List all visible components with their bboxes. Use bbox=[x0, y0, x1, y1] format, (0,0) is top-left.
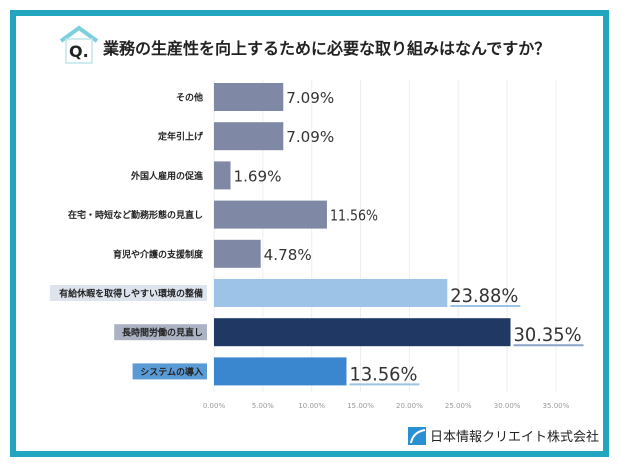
x-tick-label: 15.00% bbox=[347, 402, 374, 410]
category-label: 有給休暇を取得しやすい環境の整備 bbox=[59, 288, 203, 300]
bar bbox=[214, 161, 231, 190]
data-label: 4.78% bbox=[264, 246, 312, 264]
category-label: 定年引上げ bbox=[157, 131, 204, 143]
category-label: システムの導入 bbox=[140, 366, 203, 378]
category-label-bg bbox=[49, 285, 207, 301]
bar bbox=[214, 318, 511, 347]
house-q-icon: Q. bbox=[59, 25, 99, 64]
data-label: 1.69% bbox=[234, 167, 282, 185]
data-label: 7.09% bbox=[286, 89, 334, 107]
x-tick-label: 0.00% bbox=[203, 402, 226, 410]
data-label: 30.35% bbox=[514, 324, 582, 346]
bar bbox=[214, 357, 347, 386]
bar bbox=[214, 122, 284, 151]
data-label: 13.56% bbox=[349, 363, 417, 385]
data-label: 7.09% bbox=[286, 128, 334, 146]
q-mark: Q. bbox=[69, 42, 89, 61]
x-tick-label: 20.00% bbox=[396, 402, 423, 410]
category-label: 長時間労働の見直し bbox=[122, 327, 203, 339]
category-label: その他 bbox=[176, 92, 203, 104]
chart-title: 業務の生産性を向上するために必要な取り組みはなんですか？ bbox=[103, 39, 551, 58]
bar bbox=[214, 200, 327, 229]
data-label: 23.88% bbox=[450, 285, 518, 307]
category-label: 育児や介護の支援制度 bbox=[113, 248, 204, 260]
company-name: 日本情報クリエイト株式会社 bbox=[430, 430, 600, 445]
x-tick-label: 5.00% bbox=[252, 402, 275, 410]
bar bbox=[214, 279, 448, 307]
create-logo-icon bbox=[408, 426, 426, 445]
x-tick-label: 35.00% bbox=[543, 402, 570, 410]
bar bbox=[214, 83, 284, 111]
x-tick-label: 10.00% bbox=[298, 402, 325, 410]
data-label: 11.56% bbox=[330, 207, 378, 225]
category-label: 外国人雇用の促進 bbox=[130, 170, 204, 182]
bar bbox=[214, 239, 261, 268]
category-label: 在宅・時短など勤務形態の見直し bbox=[68, 209, 203, 221]
category-label-bg bbox=[114, 324, 207, 341]
company-logo: 日本情報クリエイト株式会社 bbox=[408, 426, 599, 445]
x-tick-label: 30.00% bbox=[494, 402, 521, 410]
x-tick-label: 25.00% bbox=[445, 402, 472, 410]
category-label-bg bbox=[132, 363, 207, 380]
